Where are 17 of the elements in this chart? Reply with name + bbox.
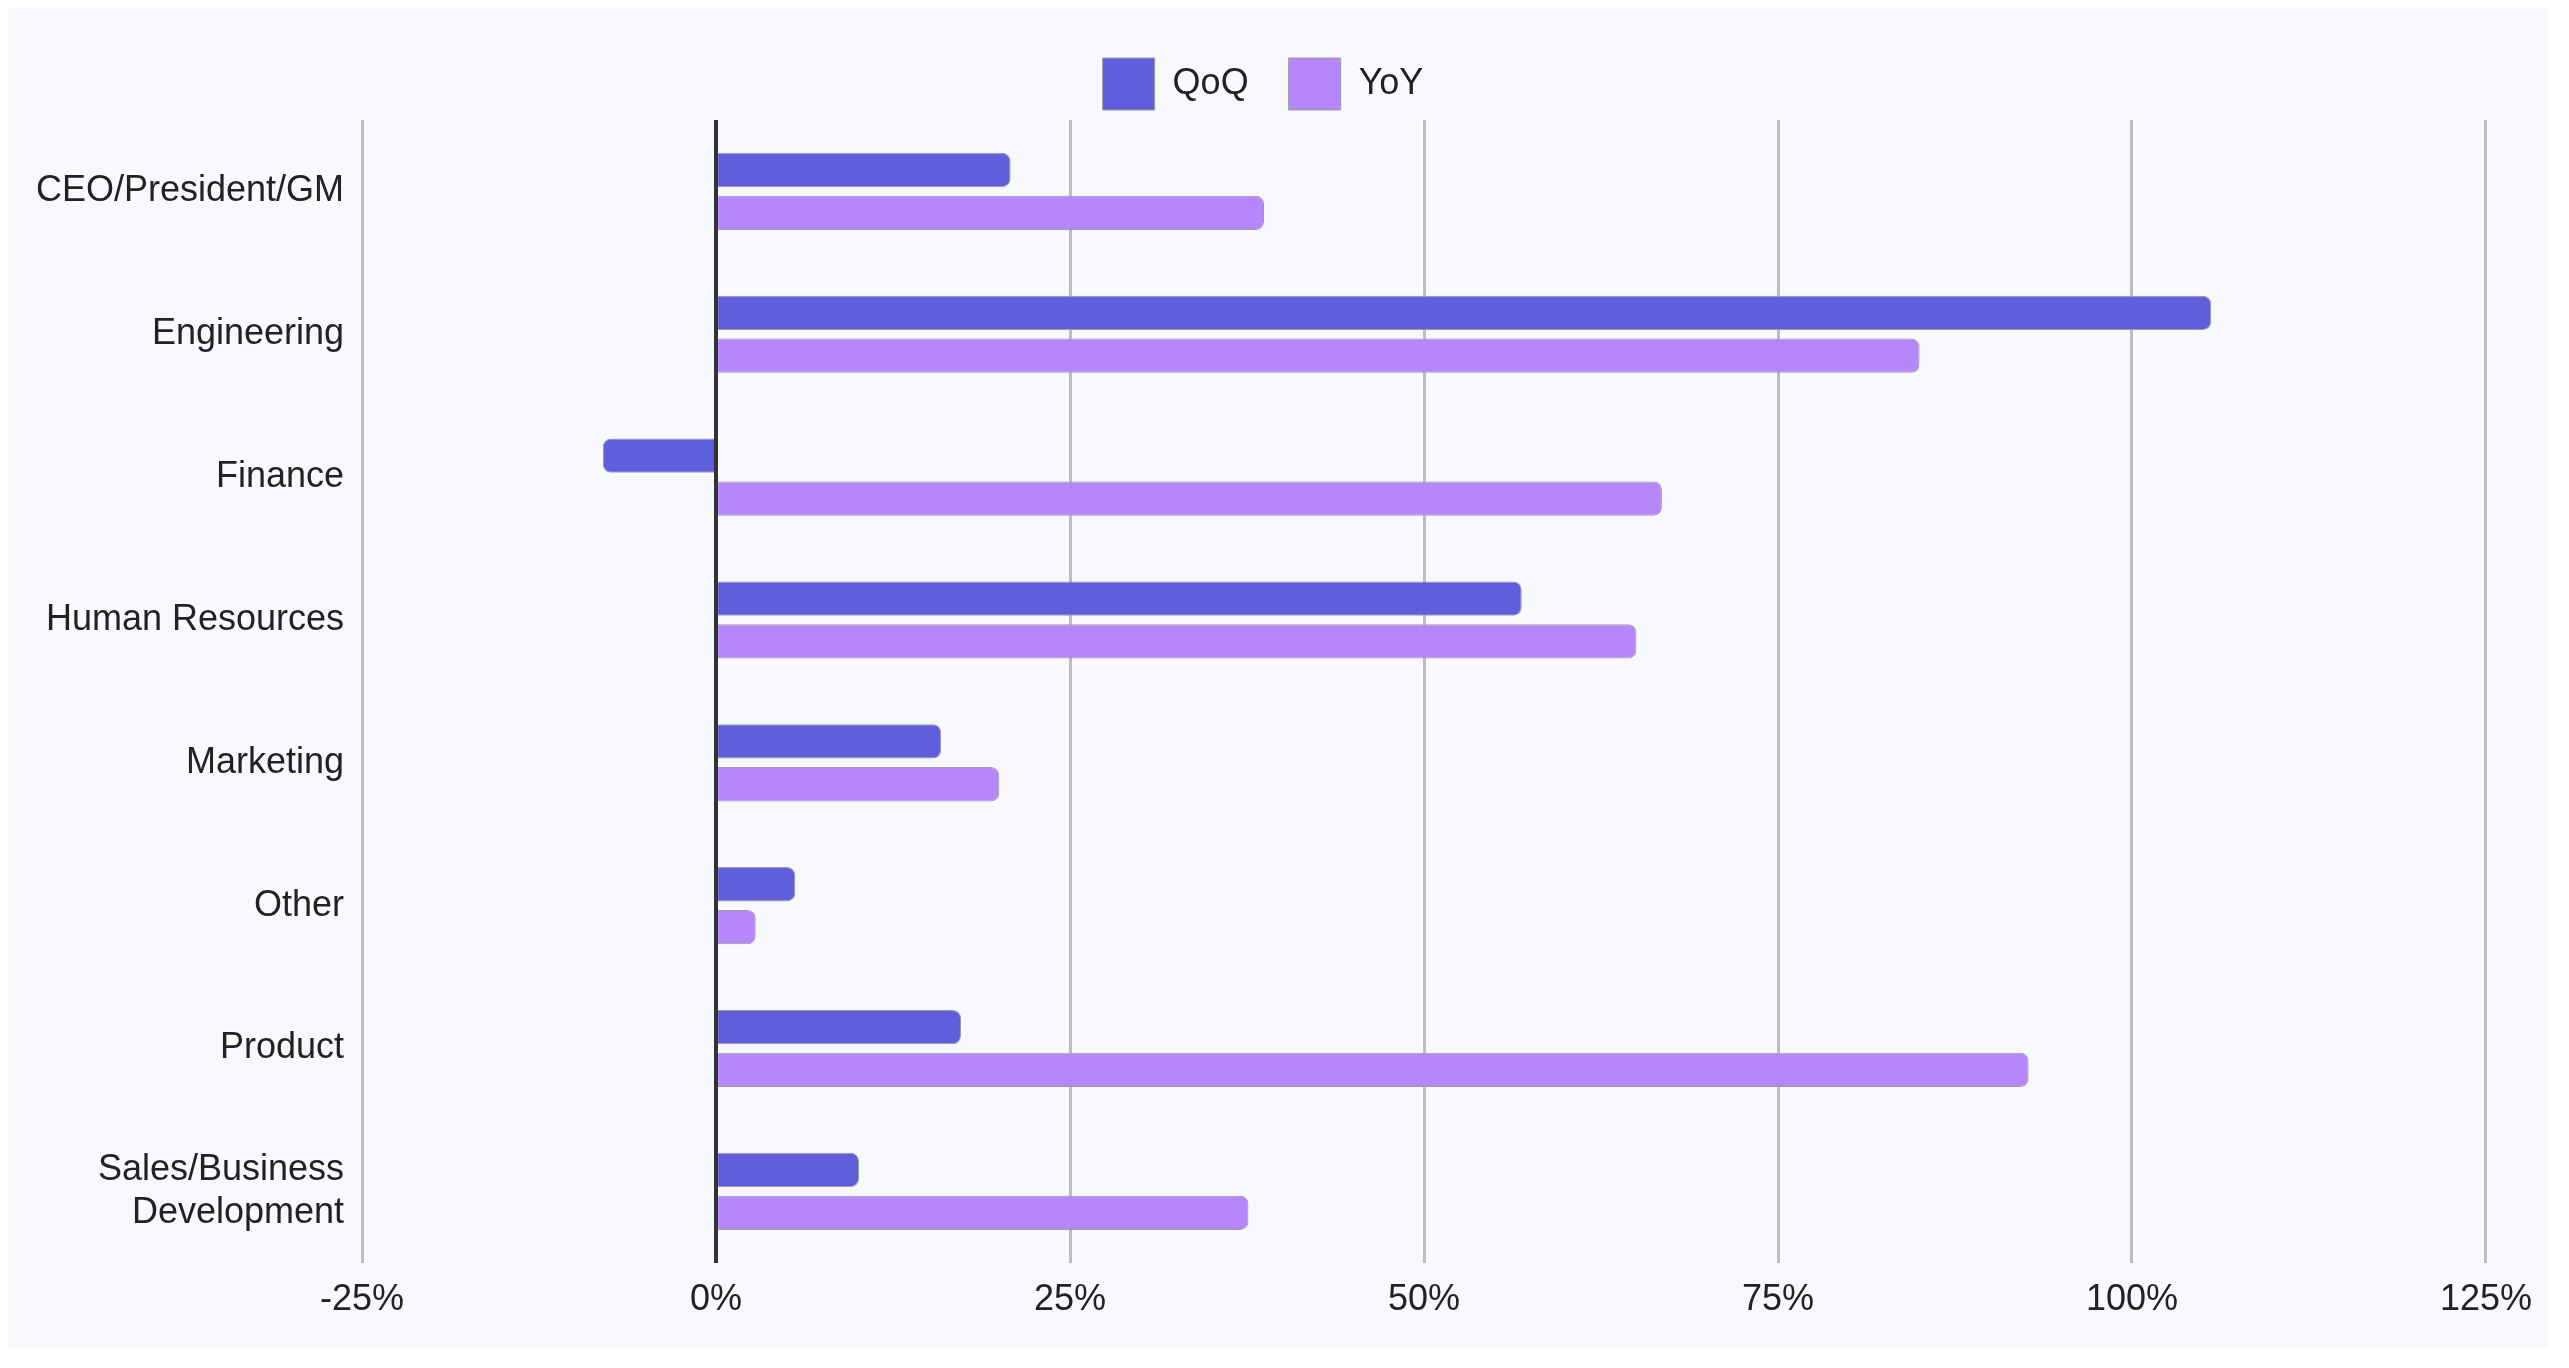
y-tick-label: Sales/Business Development: [97, 1146, 345, 1231]
y-tick-label: Other: [254, 882, 345, 924]
x-tick-label: 125%: [2439, 1277, 2532, 1319]
y-tick-label: Product: [220, 1025, 345, 1067]
x-tick-label: 100%: [2085, 1277, 2179, 1319]
legend-label: QoQ: [1172, 60, 1249, 102]
y-tick-label: Human Resources: [45, 596, 345, 638]
y-tick-label: Engineering: [151, 311, 345, 353]
x-tick-label: 25%: [1034, 1277, 1107, 1319]
y-tick-label: Marketing: [186, 739, 345, 781]
x-tick-label: 75%: [1741, 1277, 1815, 1319]
x-tick-label: -25%: [320, 1277, 405, 1319]
y-tick-label: CEO/President/GM: [36, 168, 345, 210]
y-tick-label: Finance: [216, 454, 345, 496]
x-tick-label: 50%: [1388, 1277, 1461, 1319]
x-tick-label: 0%: [690, 1277, 743, 1319]
legend-label: YoY: [1358, 60, 1424, 102]
